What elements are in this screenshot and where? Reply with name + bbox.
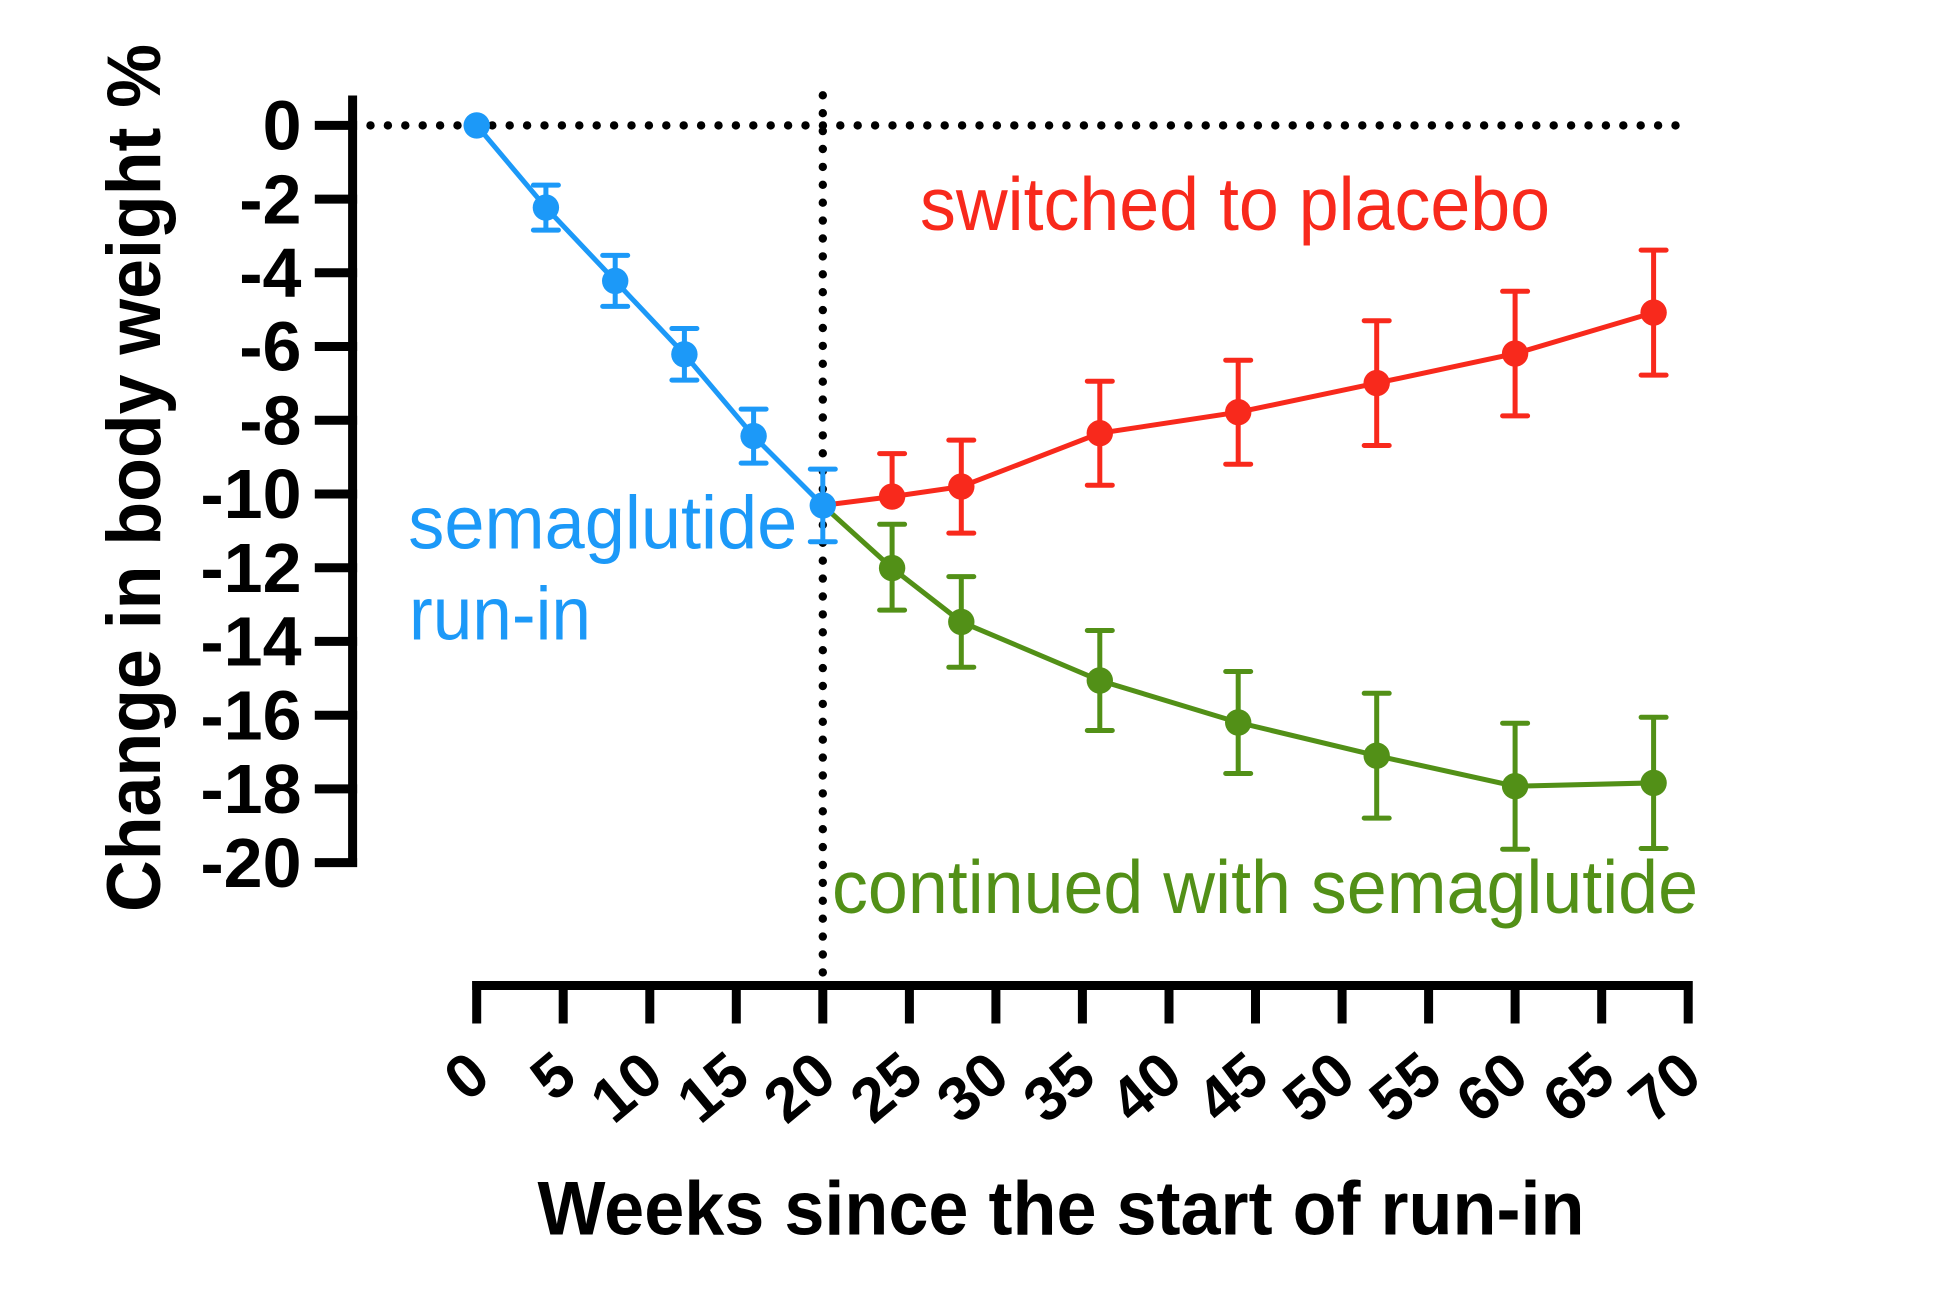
svg-text:-18: -18 [200, 750, 301, 828]
svg-text:-4: -4 [239, 234, 301, 312]
svg-text:continued with semaglutide: continued with semaglutide [832, 845, 1698, 929]
svg-text:switched to placebo: switched to placebo [920, 162, 1550, 246]
svg-text:-6: -6 [239, 308, 301, 386]
svg-text:run-in: run-in [409, 571, 591, 655]
svg-text:-12: -12 [200, 529, 301, 607]
svg-text:-2: -2 [239, 160, 301, 238]
svg-text:-20: -20 [200, 824, 301, 902]
svg-text:Change in body weight %: Change in body weight % [92, 44, 177, 912]
svg-text:Weeks since the start of run-i: Weeks since the start of run-in [538, 1167, 1585, 1252]
svg-text:-14: -14 [200, 603, 301, 681]
svg-text:-10: -10 [200, 455, 301, 533]
svg-text:0: 0 [263, 87, 302, 165]
svg-text:-8: -8 [239, 382, 301, 460]
svg-text:-16: -16 [200, 676, 301, 754]
svg-text:semaglutide: semaglutide [408, 480, 797, 564]
